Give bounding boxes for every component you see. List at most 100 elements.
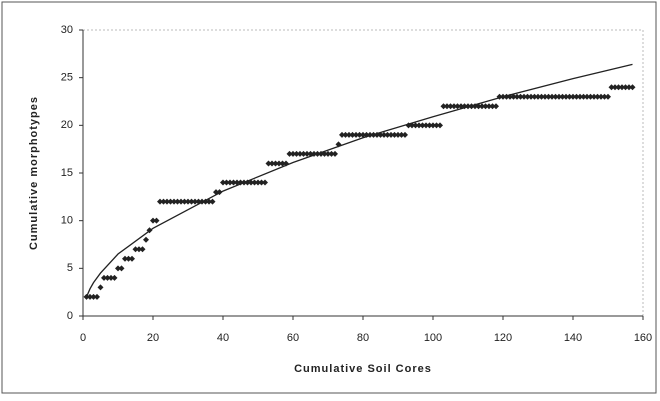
data-point — [237, 179, 244, 186]
x-tick-label: 120 — [494, 332, 512, 344]
data-point — [433, 122, 440, 129]
data-point — [419, 122, 426, 129]
data-point — [118, 265, 125, 272]
data-point — [559, 93, 566, 100]
data-point — [528, 93, 534, 100]
data-point — [136, 246, 142, 253]
data-point — [496, 93, 503, 100]
data-point — [402, 131, 408, 138]
data-point — [612, 84, 618, 91]
data-point — [181, 198, 188, 205]
data-point — [332, 150, 338, 157]
data-point — [122, 255, 128, 262]
data-point — [269, 160, 275, 167]
data-point — [367, 131, 373, 138]
x-tick-label: 80 — [357, 332, 369, 344]
data-point — [293, 150, 300, 157]
data-point — [465, 103, 471, 110]
data-point — [594, 93, 601, 100]
data-point — [426, 122, 433, 129]
data-point — [335, 141, 342, 148]
data-point — [150, 217, 156, 224]
x-tick-label: 20 — [147, 332, 159, 344]
data-point — [185, 198, 191, 205]
data-point — [405, 122, 412, 129]
data-point — [500, 93, 506, 100]
y-tick-label: 25 — [61, 72, 73, 84]
data-point — [577, 93, 583, 100]
data-point — [325, 150, 331, 157]
data-point — [230, 179, 237, 186]
data-point — [472, 103, 478, 110]
data-point — [94, 293, 100, 300]
data-point — [601, 93, 608, 100]
data-point — [454, 103, 461, 110]
data-point — [206, 198, 212, 205]
data-point — [171, 198, 177, 205]
data-point — [164, 198, 170, 205]
data-point — [468, 103, 475, 110]
data-point — [507, 93, 513, 100]
data-point — [549, 93, 555, 100]
data-point — [213, 189, 219, 196]
data-point — [542, 93, 548, 100]
data-point — [220, 179, 226, 186]
x-tick-label: 0 — [80, 332, 86, 344]
y-tick-label: 10 — [61, 215, 73, 227]
data-point — [437, 122, 443, 129]
data-point — [101, 274, 107, 281]
data-point — [458, 103, 464, 110]
x-axis-label: Cumulative Soil Cores — [294, 363, 432, 375]
data-point — [552, 93, 559, 100]
data-point — [90, 293, 97, 300]
data-point — [531, 93, 538, 100]
data-point — [300, 150, 307, 157]
data-point — [570, 93, 576, 100]
data-point — [573, 93, 580, 100]
data-point — [111, 274, 118, 281]
data-point — [629, 84, 636, 91]
y-axis-label: Cumulative morphotypes — [28, 96, 40, 250]
data-point — [188, 198, 195, 205]
data-point — [143, 236, 149, 243]
data-point — [286, 150, 293, 157]
data-point — [272, 160, 279, 167]
data-point — [521, 93, 527, 100]
data-point — [321, 150, 328, 157]
data-point — [384, 131, 391, 138]
data-point — [346, 131, 352, 138]
data-point — [244, 179, 251, 186]
data-point — [377, 131, 384, 138]
data-point — [444, 103, 450, 110]
data-point — [223, 179, 230, 186]
data-point — [398, 131, 405, 138]
data-point — [370, 131, 377, 138]
data-point — [248, 179, 254, 186]
data-point — [108, 274, 114, 281]
data-point — [412, 122, 419, 129]
data-point — [381, 131, 387, 138]
data-point — [258, 179, 265, 186]
data-point — [139, 246, 146, 253]
data-point — [153, 217, 160, 224]
data-point — [241, 179, 247, 186]
data-point — [517, 93, 524, 100]
data-point — [202, 198, 209, 205]
data-point — [262, 179, 268, 186]
data-point — [353, 131, 359, 138]
data-point — [563, 93, 569, 100]
x-tick-label: 100 — [424, 332, 442, 344]
data-point — [83, 293, 90, 300]
data-point — [608, 84, 615, 91]
x-tick-label: 140 — [564, 332, 582, 344]
data-point — [174, 198, 181, 205]
x-tick-label: 40 — [217, 332, 229, 344]
data-point — [493, 103, 499, 110]
data-point — [545, 93, 552, 100]
data-point — [307, 150, 314, 157]
data-point — [342, 131, 349, 138]
data-point — [622, 84, 629, 91]
data-point — [132, 246, 139, 253]
data-point — [556, 93, 562, 100]
